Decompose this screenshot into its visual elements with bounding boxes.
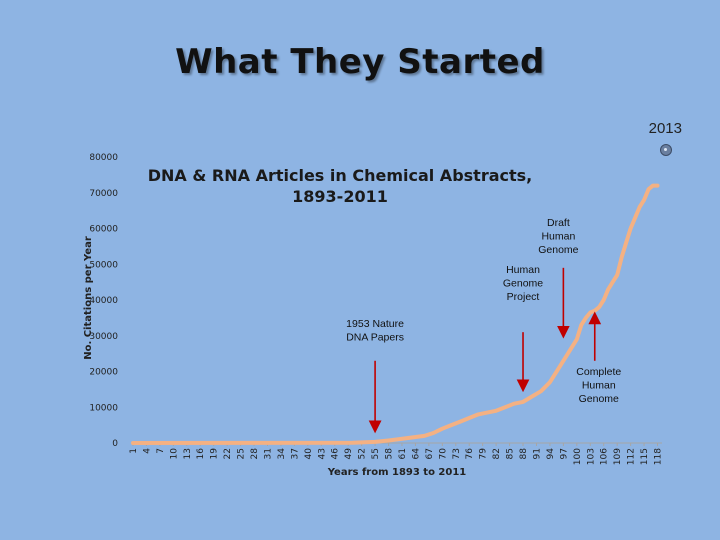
x-tick-label: 22 (223, 448, 233, 459)
x-tick-label: 82 (492, 448, 502, 459)
x-tick-label: 112 (627, 448, 637, 465)
annotation-label: Human (582, 380, 616, 392)
x-tick-label: 28 (250, 448, 260, 460)
y-tick-label: 70000 (89, 189, 118, 199)
annotation-label: Genome (579, 393, 619, 405)
annotation-label: Genome (538, 244, 578, 256)
x-tick-label: 19 (210, 448, 220, 460)
x-tick-label: 46 (331, 448, 341, 460)
x-tick-label: 85 (506, 448, 516, 459)
x-tick-label: 10 (169, 448, 179, 460)
x-tick-label: 55 (371, 448, 381, 459)
x-tick-label: 97 (559, 448, 569, 459)
x-tick-label: 37 (290, 448, 300, 459)
annotation-label: Human (541, 231, 575, 243)
x-tick-label: 94 (546, 448, 556, 460)
x-tick-label: 25 (237, 448, 247, 459)
x-tick-label: 49 (344, 448, 354, 460)
x-tick-label: 79 (479, 448, 489, 460)
x-tick-label: 100 (573, 448, 583, 465)
x-tick-label: 118 (654, 448, 664, 465)
slide-title: What They Started (175, 42, 545, 82)
x-tick-label: 103 (586, 448, 596, 465)
y-tick-label: 80000 (89, 153, 118, 163)
y-axis-title: No. Citations per Year (83, 236, 94, 360)
x-tick-label: 40 (304, 448, 314, 460)
x-axis-title: Years from 1893 to 2011 (327, 467, 467, 478)
annotation-label: Human (506, 264, 540, 276)
x-tick-label: 70 (438, 448, 448, 460)
x-tick-label: 73 (452, 448, 462, 459)
x-tick-label: 109 (613, 448, 623, 465)
x-tick-label: 13 (183, 448, 193, 459)
x-tick-label: 34 (277, 448, 287, 460)
x-tick-label: 88 (519, 448, 529, 460)
x-tick-label: 7 (156, 448, 166, 454)
x-tick-label: 4 (142, 448, 152, 454)
annotation-label: Genome (503, 278, 543, 290)
timeline-dot-icon[interactable] (660, 144, 672, 156)
y-tick-label: 10000 (89, 403, 118, 413)
x-tick-label: 61 (398, 448, 408, 459)
y-tick-label: 50000 (89, 260, 118, 270)
x-tick-label: 1 (129, 448, 139, 454)
x-tick-label: 76 (465, 448, 475, 460)
y-tick-label: 0 (112, 439, 118, 449)
annotation-label: Project (507, 291, 540, 303)
annotation-label: DNA Papers (346, 332, 404, 344)
x-tick-label: 43 (317, 448, 327, 459)
annotation-label: Draft (547, 217, 570, 229)
year-label: 2013 (648, 120, 682, 137)
x-tick-label: 16 (196, 448, 206, 460)
x-tick-label: 67 (425, 448, 435, 459)
x-tick-label: 58 (385, 448, 395, 460)
annotation-label: Complete (576, 366, 621, 378)
series-line-0 (131, 183, 660, 445)
x-tick-label: 52 (358, 448, 368, 459)
y-tick-label: 30000 (89, 332, 118, 342)
x-tick-label: 106 (600, 448, 610, 465)
x-tick-label: 31 (263, 448, 273, 459)
chart-title-line-1: DNA & RNA Articles in Chemical Abstracts… (148, 166, 532, 185)
y-tick-label: 40000 (89, 296, 118, 306)
x-tick-label: 115 (640, 448, 650, 465)
y-tick-label: 60000 (89, 225, 118, 235)
x-tick-label: 64 (411, 448, 421, 460)
chart-title-line-2: 1893-2011 (292, 187, 388, 206)
y-tick-label: 20000 (89, 368, 118, 378)
annotation-label: 1953 Nature (346, 318, 404, 330)
x-tick-label: 91 (532, 448, 542, 459)
